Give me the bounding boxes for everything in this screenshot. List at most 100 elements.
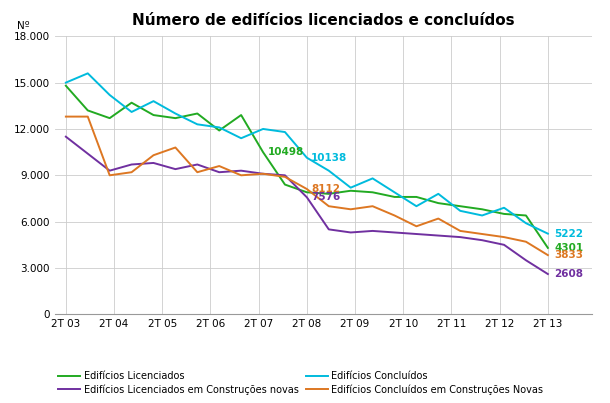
Edifícios Concluídos xyxy=(522,221,529,226)
Edifícios Concluídos xyxy=(106,93,113,98)
Line: Edifícios Concluídos: Edifícios Concluídos xyxy=(66,73,548,234)
Edifícios Concluídos em Construções Novas xyxy=(237,173,245,178)
Edifícios Concluídos xyxy=(215,125,223,130)
Text: 8112: 8112 xyxy=(311,184,340,194)
Edifícios Licenciados xyxy=(215,128,223,133)
Edifícios Concluídos xyxy=(347,185,354,190)
Legend: Edifícios Licenciados, Edifícios Licenciados em Construções novas, Edifícios Con: Edifícios Licenciados, Edifícios Licenci… xyxy=(54,367,547,399)
Edifícios Licenciados xyxy=(128,100,135,105)
Text: 10498: 10498 xyxy=(267,147,304,157)
Edifícios Licenciados em Construções novas xyxy=(325,227,332,232)
Line: Edifícios Licenciados: Edifícios Licenciados xyxy=(66,86,548,248)
Edifícios Concluídos em Construções Novas xyxy=(193,170,201,174)
Edifícios Concluídos em Construções Novas xyxy=(325,204,332,209)
Edifícios Licenciados xyxy=(325,191,332,196)
Edifícios Concluídos xyxy=(193,122,201,127)
Edifícios Concluídos em Construções Novas xyxy=(544,253,551,258)
Edifícios Licenciados em Construções novas xyxy=(391,230,398,235)
Edifícios Concluídos em Construções Novas xyxy=(522,239,529,244)
Edifícios Concluídos em Construções Novas xyxy=(478,232,486,237)
Edifícios Concluídos xyxy=(478,213,486,218)
Edifícios Concluídos em Construções Novas xyxy=(435,216,442,221)
Edifícios Licenciados xyxy=(347,188,354,193)
Edifícios Licenciados em Construções novas xyxy=(128,162,135,167)
Edifícios Licenciados xyxy=(500,212,508,216)
Edifícios Concluídos xyxy=(391,190,398,195)
Edifícios Licenciados xyxy=(391,195,398,199)
Edifícios Concluídos xyxy=(413,204,420,209)
Edifícios Licenciados xyxy=(281,182,289,187)
Edifícios Concluídos xyxy=(172,111,179,116)
Edifícios Concluídos em Construções Novas xyxy=(150,153,157,158)
Edifícios Licenciados xyxy=(544,245,551,250)
Edifícios Licenciados xyxy=(478,207,486,212)
Edifícios Concluídos xyxy=(325,168,332,173)
Edifícios Licenciados xyxy=(106,116,113,120)
Edifícios Licenciados em Construções novas xyxy=(435,233,442,238)
Edifícios Licenciados em Construções novas xyxy=(347,230,354,235)
Edifícios Licenciados em Construções novas xyxy=(544,272,551,276)
Edifícios Concluídos xyxy=(544,231,551,236)
Text: 10138: 10138 xyxy=(311,153,348,163)
Text: 5222: 5222 xyxy=(554,229,583,239)
Line: Edifícios Concluídos em Construções Novas: Edifícios Concluídos em Construções Nova… xyxy=(66,116,548,255)
Edifícios Licenciados em Construções novas xyxy=(106,168,113,173)
Edifícios Concluídos em Construções Novas xyxy=(347,207,354,212)
Edifícios Concluídos xyxy=(435,191,442,196)
Edifícios Licenciados xyxy=(522,213,529,218)
Edifícios Licenciados xyxy=(193,111,201,116)
Edifícios Licenciados em Construções novas xyxy=(84,151,92,156)
Edifícios Concluídos em Construções Novas xyxy=(62,114,70,119)
Edifícios Licenciados xyxy=(259,150,267,155)
Edifícios Concluídos em Construções Novas xyxy=(281,174,289,179)
Edifícios Licenciados em Construções novas xyxy=(369,229,376,233)
Edifícios Concluídos em Construções Novas xyxy=(215,164,223,168)
Edifícios Concluídos xyxy=(281,130,289,135)
Edifícios Licenciados em Construções novas xyxy=(215,170,223,174)
Text: 2608: 2608 xyxy=(554,269,583,279)
Edifícios Licenciados xyxy=(456,204,464,209)
Text: Nº: Nº xyxy=(17,21,30,31)
Edifícios Concluídos em Construções Novas xyxy=(84,114,92,119)
Edifícios Concluídos xyxy=(259,127,267,131)
Edifícios Concluídos xyxy=(62,80,70,85)
Title: Número de edifícios licenciados e concluídos: Número de edifícios licenciados e conclu… xyxy=(132,13,515,28)
Edifícios Concluídos xyxy=(303,155,310,160)
Edifícios Licenciados em Construções novas xyxy=(522,258,529,263)
Edifícios Concluídos em Construções Novas xyxy=(500,235,508,239)
Edifícios Concluídos xyxy=(237,136,245,141)
Edifícios Concluídos em Construções Novas xyxy=(259,171,267,176)
Edifícios Concluídos xyxy=(456,208,464,213)
Edifícios Licenciados em Construções novas xyxy=(500,242,508,247)
Edifícios Licenciados xyxy=(435,201,442,206)
Edifícios Licenciados em Construções novas xyxy=(259,171,267,176)
Edifícios Licenciados xyxy=(84,108,92,113)
Edifícios Concluídos xyxy=(128,110,135,114)
Edifícios Licenciados em Construções novas xyxy=(150,160,157,165)
Edifícios Licenciados xyxy=(172,116,179,120)
Edifícios Licenciados em Construções novas xyxy=(413,232,420,237)
Text: 3833: 3833 xyxy=(554,250,583,260)
Edifícios Licenciados xyxy=(237,112,245,118)
Edifícios Concluídos xyxy=(150,99,157,104)
Edifícios Licenciados em Construções novas xyxy=(172,167,179,172)
Text: 7576: 7576 xyxy=(311,192,340,202)
Edifícios Licenciados em Construções novas xyxy=(193,162,201,167)
Edifícios Licenciados em Construções novas xyxy=(62,134,70,139)
Edifícios Concluídos xyxy=(84,71,92,76)
Edifícios Licenciados em Construções novas xyxy=(281,173,289,178)
Edifícios Concluídos em Construções Novas xyxy=(369,204,376,209)
Edifícios Concluídos em Construções Novas xyxy=(128,170,135,174)
Edifícios Concluídos xyxy=(369,176,376,181)
Edifícios Concluídos xyxy=(500,206,508,210)
Edifícios Concluídos em Construções Novas xyxy=(106,173,113,178)
Edifícios Concluídos em Construções Novas xyxy=(172,145,179,150)
Line: Edifícios Licenciados em Construções novas: Edifícios Licenciados em Construções nov… xyxy=(66,137,548,274)
Edifícios Licenciados xyxy=(413,195,420,199)
Edifícios Concluídos em Construções Novas xyxy=(303,187,310,191)
Edifícios Licenciados em Construções novas xyxy=(478,238,486,243)
Edifícios Licenciados em Construções novas xyxy=(237,168,245,173)
Edifícios Licenciados em Construções novas xyxy=(456,235,464,239)
Edifícios Licenciados xyxy=(369,190,376,195)
Edifícios Licenciados xyxy=(303,190,310,195)
